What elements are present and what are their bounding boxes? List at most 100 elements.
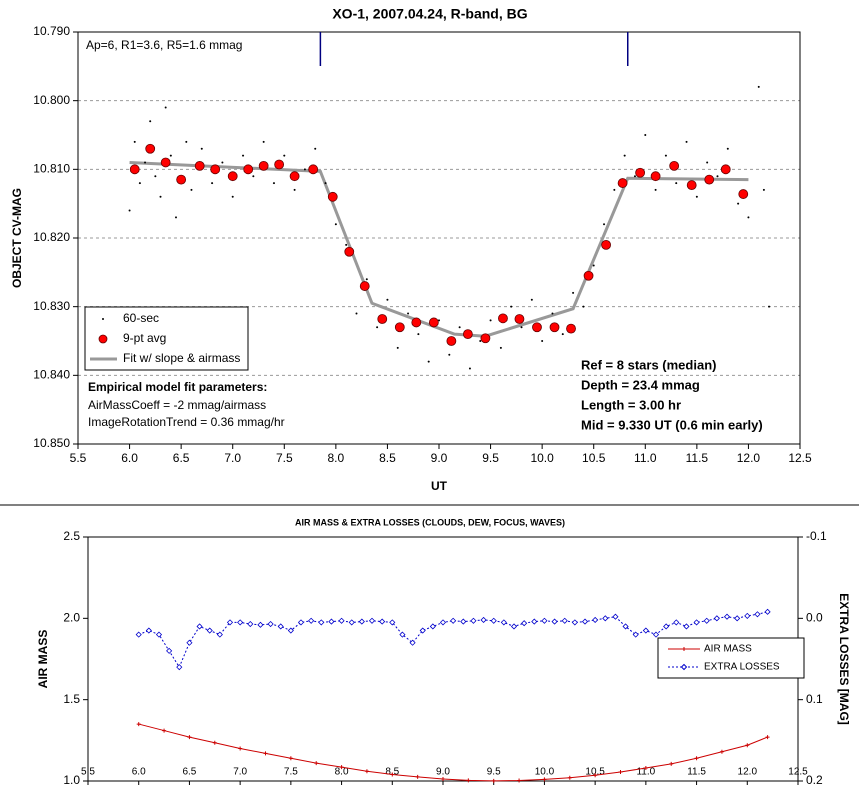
legend-label: 9-pt avg bbox=[123, 331, 166, 345]
data-point bbox=[155, 631, 163, 638]
data-point bbox=[206, 627, 213, 634]
data-point bbox=[149, 120, 152, 123]
data-point bbox=[510, 305, 513, 308]
data-point bbox=[407, 312, 410, 315]
data-point bbox=[734, 615, 741, 622]
legend-box bbox=[657, 637, 805, 679]
data-point bbox=[460, 618, 467, 625]
data-point bbox=[272, 182, 275, 185]
data-point bbox=[348, 619, 355, 626]
data-point bbox=[491, 778, 496, 783]
result: Mid = 9.330 UT (0.6 min early) bbox=[581, 417, 763, 432]
data-point bbox=[530, 298, 533, 301]
data-point bbox=[520, 326, 523, 329]
data-point bbox=[176, 664, 183, 671]
data-point bbox=[602, 615, 609, 622]
avg-point bbox=[145, 143, 156, 154]
x-tick-label: 10.0 bbox=[535, 767, 555, 778]
legend-label: AIR MASS bbox=[704, 644, 752, 655]
legend-symbol bbox=[680, 663, 688, 671]
data-point bbox=[716, 175, 719, 178]
avg-point bbox=[210, 164, 221, 175]
legend-symbol bbox=[102, 318, 104, 320]
data-point bbox=[438, 319, 440, 322]
data-point bbox=[561, 333, 564, 336]
y2-tick-label: -0.1 bbox=[806, 529, 827, 543]
x-tick-label: 10.5 bbox=[585, 767, 605, 778]
legend-symbol bbox=[98, 334, 108, 344]
result: Depth = 23.4 mmag bbox=[581, 377, 700, 392]
legend-box bbox=[84, 306, 249, 371]
data-point bbox=[581, 618, 589, 625]
data-point bbox=[622, 623, 629, 630]
data-point bbox=[345, 243, 348, 246]
data-point bbox=[592, 616, 599, 624]
x-tick-label: 11.5 bbox=[687, 767, 706, 778]
data-point bbox=[450, 617, 457, 624]
data-point bbox=[263, 751, 268, 756]
avg-point bbox=[650, 171, 661, 182]
data-point bbox=[355, 312, 358, 315]
data-point bbox=[439, 619, 447, 626]
series-line bbox=[138, 723, 768, 782]
avg-point bbox=[566, 323, 576, 334]
data-point bbox=[159, 195, 162, 198]
data-point bbox=[737, 202, 740, 205]
data-point bbox=[490, 617, 497, 624]
data-point bbox=[237, 619, 244, 626]
data-point bbox=[693, 619, 700, 626]
avg-point bbox=[129, 164, 140, 175]
x-tick-label: 7.0 bbox=[224, 451, 241, 465]
data-point bbox=[277, 623, 284, 630]
data-point bbox=[675, 182, 678, 185]
data-point bbox=[723, 613, 731, 620]
y-tick-label: 10.810 bbox=[33, 162, 70, 176]
data-point bbox=[470, 617, 477, 624]
data-point bbox=[283, 154, 286, 157]
data-point bbox=[719, 749, 724, 754]
data-point bbox=[308, 617, 315, 624]
data-point bbox=[706, 161, 709, 164]
avg-point bbox=[227, 171, 238, 182]
data-point bbox=[297, 619, 305, 626]
data-point bbox=[703, 617, 710, 624]
data-point bbox=[500, 619, 507, 626]
data-point bbox=[757, 85, 760, 88]
data-point bbox=[652, 631, 660, 638]
data-point bbox=[145, 627, 152, 634]
data-point bbox=[531, 618, 538, 625]
x-tick-label: 9.5 bbox=[487, 767, 501, 778]
data-point bbox=[287, 627, 294, 634]
data-point bbox=[521, 620, 528, 627]
data-point bbox=[364, 769, 369, 774]
data-point bbox=[664, 154, 667, 157]
data-point bbox=[441, 777, 445, 782]
x-tick-label: 6.5 bbox=[182, 767, 196, 778]
y-axis-label: AIR MASS bbox=[36, 630, 50, 689]
data-point bbox=[212, 740, 217, 745]
x-tick-label: 12.0 bbox=[737, 451, 761, 465]
data-point bbox=[489, 319, 492, 322]
data-point bbox=[510, 623, 518, 630]
data-point bbox=[376, 326, 379, 329]
data-point bbox=[231, 195, 234, 198]
avg-point bbox=[617, 178, 628, 188]
data-point bbox=[138, 182, 141, 185]
x-tick-label: 11.5 bbox=[686, 451, 709, 465]
data-point bbox=[314, 147, 317, 150]
data-point bbox=[632, 631, 639, 638]
avg-point bbox=[289, 171, 300, 182]
data-point bbox=[429, 623, 436, 630]
avg-point bbox=[377, 314, 388, 324]
x-tick-label: 8.5 bbox=[379, 451, 396, 465]
data-point bbox=[669, 761, 674, 766]
data-point bbox=[644, 134, 647, 136]
x-tick-label: 12.5 bbox=[788, 451, 812, 465]
data-point bbox=[135, 631, 142, 638]
data-point bbox=[328, 618, 335, 625]
data-point bbox=[211, 182, 214, 185]
data-point bbox=[247, 620, 254, 628]
y-tick-label: 10.840 bbox=[33, 368, 70, 382]
y-tick-label: 1.0 bbox=[63, 773, 80, 786]
